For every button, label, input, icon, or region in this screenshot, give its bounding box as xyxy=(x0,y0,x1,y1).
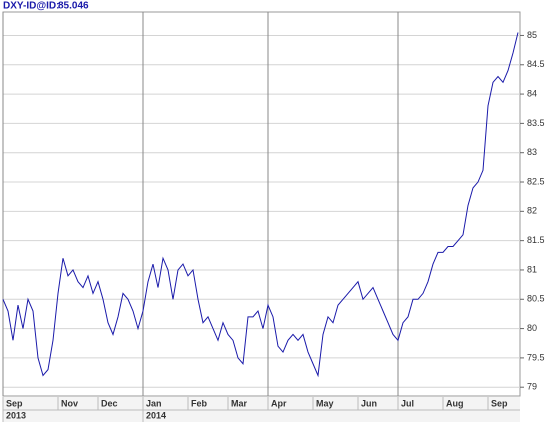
x-tick-label: Jul xyxy=(401,398,414,408)
y-tick-label: 85 xyxy=(527,30,537,40)
x-tick-label: Sep xyxy=(6,398,23,408)
x-tick-label: Jan xyxy=(146,398,162,408)
year-label: 2014 xyxy=(146,410,166,420)
x-tick-label: Dec xyxy=(101,398,118,408)
x-tick-label: Aug xyxy=(446,398,464,408)
y-tick-label: 81 xyxy=(527,264,537,274)
y-tick-label: 80.5 xyxy=(527,294,545,304)
y-tick-label: 84 xyxy=(527,88,537,98)
y-tick-label: 81.5 xyxy=(527,235,545,245)
plot-area xyxy=(2,11,521,397)
x-tick-label: Sep xyxy=(491,398,508,408)
y-tick-label: 83.5 xyxy=(527,118,545,128)
x-tick-label: Nov xyxy=(61,398,78,408)
x-tick-label: Apr xyxy=(271,398,287,408)
y-tick-label: 82 xyxy=(527,206,537,216)
x-tick-label: May xyxy=(316,398,334,408)
y-tick-label: 79.5 xyxy=(527,352,545,362)
last-value: 85.046 xyxy=(58,1,89,12)
y-tick-label: 82.5 xyxy=(527,176,545,186)
year-label: 2013 xyxy=(6,410,26,420)
price-line xyxy=(2,32,519,378)
y-tick-label: 79 xyxy=(527,382,537,392)
y-tick-label: 84.5 xyxy=(527,59,545,69)
x-tick-label: Mar xyxy=(231,398,248,408)
x-tick-label: Jun xyxy=(361,398,377,408)
y-tick-label: 83 xyxy=(527,147,537,157)
y-tick-label: 80 xyxy=(527,323,537,333)
x-tick-label: Feb xyxy=(191,398,208,408)
chart-title: DXY-ID@ID: xyxy=(3,1,59,12)
